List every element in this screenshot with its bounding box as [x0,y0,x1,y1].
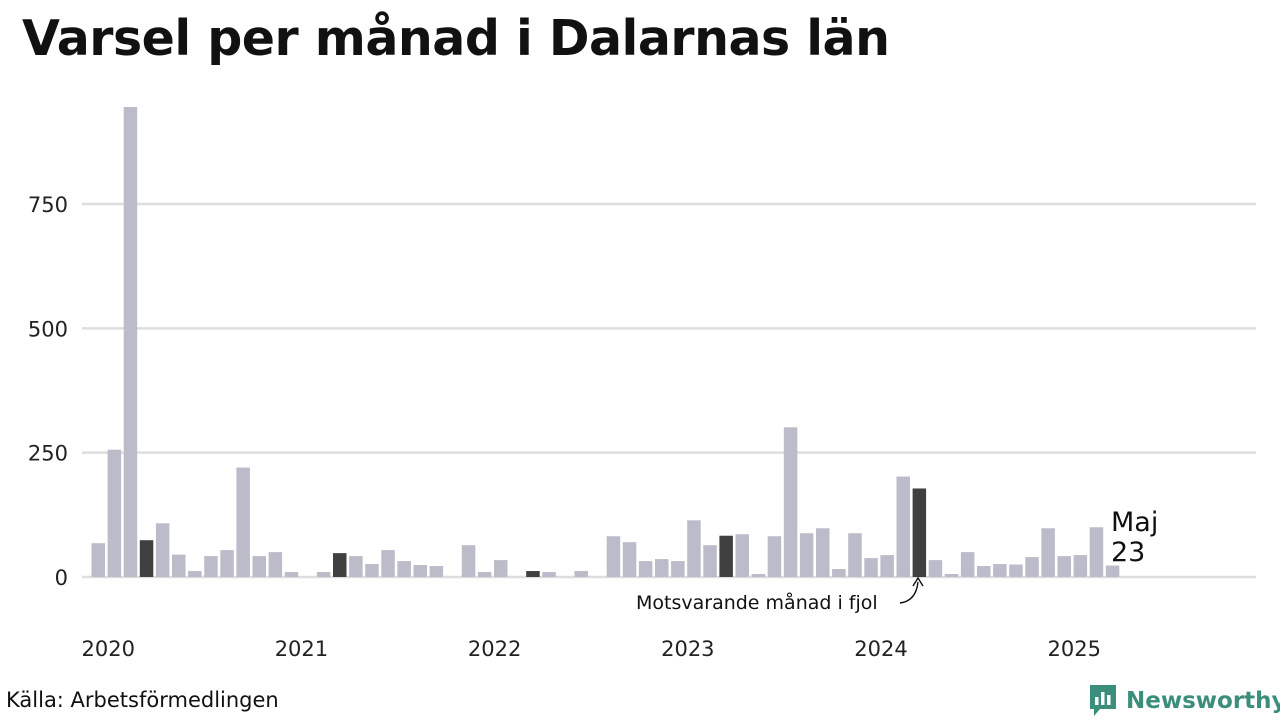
y-axis-ticks: 0 250 500 750 [28,193,68,590]
bar-2024-12 [1041,528,1055,577]
bar-2022-09 [606,536,621,577]
bar-2025-03 [1089,527,1104,577]
bar-2021-12 [461,545,476,577]
x-tick-label: 2023 [661,637,714,661]
bar-2021-07 [381,550,395,577]
bar-2021-06 [365,564,379,577]
bar-2021-05 [349,556,363,577]
bar-2023-09 [799,533,814,577]
chart-title: Varsel per månad i Dalarnas län [22,10,890,67]
x-tick-label: 2020 [82,637,135,661]
bar-2023-03 [703,545,717,577]
bar-2024-03 [896,476,910,577]
bar-2022-02 [494,560,508,577]
bar-2021-04 [333,553,347,577]
bar-2023-08 [783,427,798,577]
bar-2020-12 [268,552,283,577]
newsworthy-logo-text: Newsworthy [1126,688,1280,714]
annotation-group: Motsvarande månad i fjol [636,576,924,614]
bar-2023-01 [671,561,685,577]
bar-2024-06 [944,574,959,577]
bar-2020-09 [220,550,234,577]
bar-2022-11 [638,561,653,577]
bar-2024-09 [993,564,1007,577]
bar-2024-07 [960,552,975,577]
y-tick-label: 500 [28,317,68,341]
annotation-arrowhead [912,576,924,587]
bar-2024-10 [1009,564,1023,577]
bar-2020-06 [172,554,186,577]
bar-2021-01 [284,572,299,577]
bar-2022-10 [622,542,637,577]
annotation-label: Motsvarande månad i fjol [636,591,878,614]
latest-month-label: Maj [1111,507,1158,538]
bar-2020-10 [236,467,250,577]
bar-2020-07 [188,571,202,577]
x-tick-label: 2022 [468,637,521,661]
bar-2022-12 [655,559,669,577]
bar-2025-01 [1057,556,1071,577]
bar-2020-05 [155,523,170,577]
bar-2021-09 [413,565,427,577]
source-note: Källa: Arbetsförmedlingen [6,688,279,712]
annotation-arrow [899,581,919,604]
newsworthy-logo[interactable]: Newsworthy [1088,683,1280,719]
y-tick-label: 750 [28,193,68,217]
bar-2021-03 [316,572,331,577]
bars [91,107,1120,578]
x-tick-label: 2021 [275,637,328,661]
bar-chart: 0 250 500 750 2020 2021 2022 2023 2024 2025 Mots… [28,107,1256,661]
bar-2023-12 [848,533,862,577]
bar-2020-01 [91,543,105,577]
bar-2020-08 [204,556,218,577]
bar-2023-04 [719,535,733,577]
bar-2024-04 [912,488,927,577]
gridlines [82,202,1256,579]
bar-2020-11 [252,556,266,577]
bar-2025-04 [1105,565,1120,577]
bar-2024-02 [880,555,894,577]
newsworthy-logo-icon [1090,685,1116,716]
bar-2020-04 [139,540,154,577]
x-axis-ticks: 2020 2021 2022 2023 2024 2025 [82,637,1101,661]
bar-2021-10 [429,566,444,577]
bar-2024-11 [1025,557,1039,577]
bar-2020-03 [123,107,138,578]
bar-2023-11 [832,569,846,577]
bar-2021-08 [397,561,411,577]
bar-2025-02 [1073,555,1088,577]
bar-2022-01 [477,572,492,577]
bar-2022-04 [526,571,540,577]
bar-2020-02 [107,449,122,577]
latest-value-label: 23 [1111,537,1145,568]
bar-2023-02 [687,520,701,577]
y-tick-label: 0 [55,566,68,590]
x-tick-label: 2024 [854,637,907,661]
bar-2024-05 [928,560,943,577]
bar-2024-01 [864,558,878,577]
bar-2024-08 [977,566,991,577]
y-tick-label: 250 [28,442,68,466]
bar-2023-05 [735,534,749,577]
bar-2023-07 [767,536,782,577]
bar-2022-05 [542,572,556,577]
bar-2023-06 [751,574,766,577]
bar-2023-10 [816,528,830,577]
bar-2022-07 [574,571,588,577]
x-tick-label: 2025 [1048,637,1101,661]
